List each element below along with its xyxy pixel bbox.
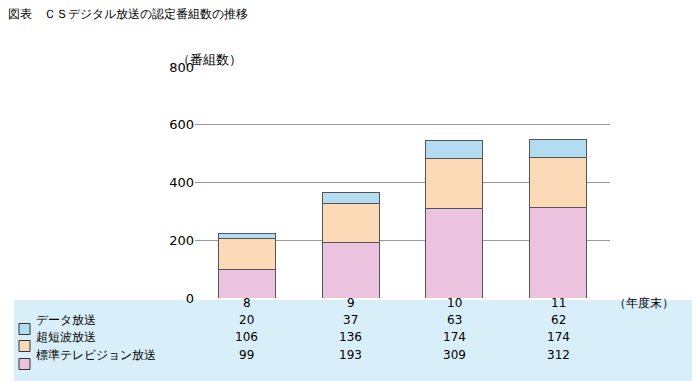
svg-text:312: 312 (547, 348, 570, 362)
svg-text:200: 200 (169, 233, 194, 248)
svg-text:174: 174 (443, 330, 466, 344)
svg-text:37: 37 (343, 313, 358, 327)
svg-text:0: 0 (186, 291, 194, 306)
svg-text:309: 309 (443, 348, 466, 362)
svg-text:62: 62 (551, 313, 566, 327)
svg-text:800: 800 (169, 60, 194, 75)
svg-text:（年度末）: （年度末） (614, 296, 674, 310)
svg-text:193: 193 (339, 348, 362, 362)
svg-text:標準テレビジョン放送: 標準テレビジョン放送 (36, 348, 156, 362)
svg-text:図表 ＣＳデジタル放送の認定番組数の推移: 図表 ＣＳデジタル放送の認定番組数の推移 (8, 7, 248, 21)
svg-text:データ放送: データ放送 (36, 313, 96, 327)
svg-text:63: 63 (447, 313, 462, 327)
svg-text:600: 600 (169, 117, 194, 132)
svg-text:136: 136 (339, 330, 362, 344)
svg-text:400: 400 (169, 175, 194, 190)
svg-text:（番組数）: （番組数） (177, 52, 242, 67)
svg-text:11: 11 (551, 296, 566, 310)
svg-text:9: 9 (347, 296, 355, 310)
svg-text:10: 10 (447, 296, 462, 310)
svg-text:174: 174 (547, 330, 570, 344)
svg-text:8: 8 (243, 296, 251, 310)
svg-text:99: 99 (239, 348, 254, 362)
svg-text:20: 20 (239, 313, 254, 327)
svg-text:超短波放送: 超短波放送 (36, 330, 96, 344)
svg-text:106: 106 (235, 330, 258, 344)
